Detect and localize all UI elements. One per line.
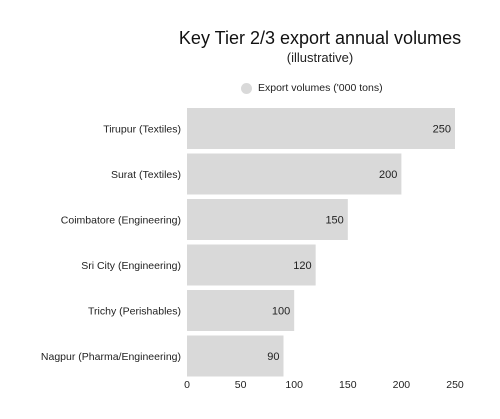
chart-subtitle: (illustrative)	[286, 50, 354, 65]
category-label: Sri City (Engineering)	[81, 260, 181, 272]
x-tick-label: 250	[446, 379, 464, 391]
category-label: Nagpur (Pharma/Engineering)	[41, 351, 181, 363]
bar	[187, 108, 455, 149]
legend: Export volumes ('000 tons)	[241, 82, 383, 94]
bar	[187, 290, 295, 331]
data-label: 90	[267, 351, 279, 363]
category-label: Coimbatore (Engineering)	[61, 215, 181, 227]
bar	[187, 335, 284, 377]
bar	[187, 199, 348, 240]
legend-swatch	[241, 82, 252, 94]
x-tick-label: 0	[184, 379, 190, 391]
chart-title: Key Tier 2/3 export annual volumes	[178, 28, 462, 48]
bar	[187, 153, 402, 195]
category-label: Trichy (Perishables)	[88, 306, 181, 318]
category-label: Tirupur (Textiles)	[103, 124, 181, 136]
x-tick-label: 200	[393, 379, 411, 391]
data-label: 120	[293, 260, 311, 272]
data-label: 250	[433, 124, 451, 136]
category-label: Surat (Textiles)	[111, 169, 181, 181]
data-label: 200	[379, 169, 397, 181]
x-tick-label: 50	[235, 379, 247, 391]
bar	[187, 244, 316, 286]
data-label: 100	[272, 306, 290, 318]
x-tick-label: 100	[285, 379, 303, 391]
legend-label: Export volumes ('000 tons)	[258, 82, 383, 94]
data-label: 150	[325, 215, 343, 227]
x-tick-label: 150	[339, 379, 357, 391]
